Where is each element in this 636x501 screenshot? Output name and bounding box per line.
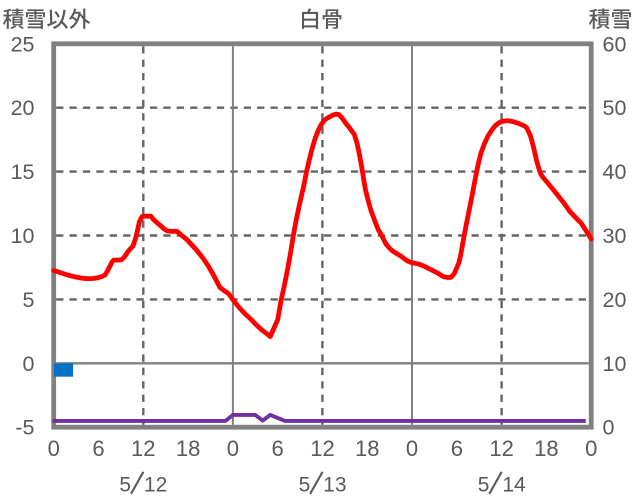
svg-text:12: 12 <box>144 474 167 497</box>
svg-text:12: 12 <box>489 436 513 461</box>
svg-text:18: 18 <box>176 436 200 461</box>
svg-text:18: 18 <box>534 436 558 461</box>
svg-text:13: 13 <box>323 474 346 497</box>
svg-text:50: 50 <box>603 96 627 120</box>
svg-text:60: 60 <box>603 32 627 56</box>
svg-text:5: 5 <box>23 288 35 312</box>
svg-text:6: 6 <box>92 436 104 461</box>
svg-text:10: 10 <box>603 352 627 376</box>
svg-text:15: 15 <box>11 160 35 184</box>
svg-text:12: 12 <box>131 436 155 461</box>
svg-text:20: 20 <box>603 288 627 312</box>
svg-text:30: 30 <box>603 224 627 248</box>
svg-text:0: 0 <box>23 352 35 376</box>
svg-text:40: 40 <box>603 160 627 184</box>
svg-text:12: 12 <box>310 436 334 461</box>
svg-text:0: 0 <box>603 416 615 440</box>
svg-text:14: 14 <box>502 474 526 497</box>
svg-text:5: 5 <box>119 474 131 497</box>
svg-text:0: 0 <box>227 436 239 461</box>
svg-text:-5: -5 <box>15 416 34 440</box>
svg-text:18: 18 <box>355 436 379 461</box>
svg-text:5: 5 <box>299 474 311 497</box>
svg-text:6: 6 <box>451 436 463 461</box>
svg-text:5: 5 <box>478 474 490 497</box>
svg-text:0: 0 <box>406 436 418 461</box>
svg-text:20: 20 <box>11 96 35 120</box>
svg-text:0: 0 <box>48 436 60 461</box>
svg-text:10: 10 <box>11 224 35 248</box>
svg-text:25: 25 <box>11 32 35 56</box>
svg-text:6: 6 <box>272 436 284 461</box>
svg-text:0: 0 <box>585 436 597 461</box>
